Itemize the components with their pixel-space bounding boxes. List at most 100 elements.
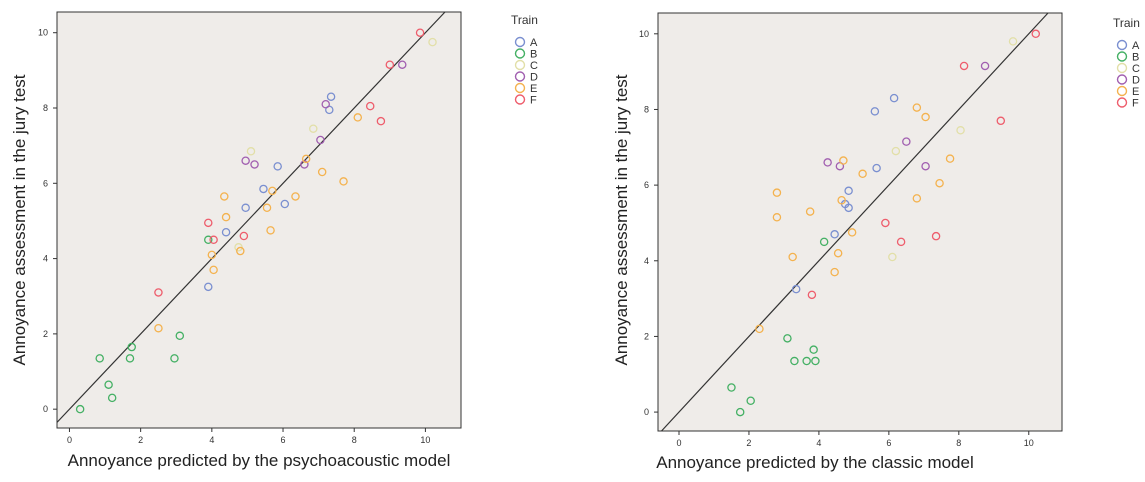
data-point-b: [104, 380, 113, 389]
legend-marker-b: [1116, 51, 1128, 62]
x-tick-label: 2: [138, 435, 143, 445]
data-point-b: [727, 383, 736, 392]
data-point-f: [204, 218, 213, 228]
x-tick-label: 8: [352, 435, 357, 445]
classic-chart: 0 2 4 6 8 10 0 2 4 6 8 10 Annoyance predicted by th…: [612, 12, 1140, 472]
x-axis-title: Annoyance predicted by the psychoacousti…: [68, 451, 451, 470]
data-point-f: [996, 116, 1006, 126]
data-point-e: [317, 167, 327, 177]
legend-label-e: E: [530, 83, 537, 95]
data-point-b: [735, 407, 745, 417]
data-point-e: [833, 248, 843, 258]
data-point-b: [125, 354, 135, 363]
legend-label-c: C: [1132, 63, 1140, 75]
y-tick-label: 8: [43, 103, 48, 113]
data-point-e: [266, 226, 275, 235]
data-point-b: [107, 393, 117, 403]
x-tick-label: 4: [209, 435, 214, 445]
y-tick-label: 4: [43, 254, 48, 264]
data-point-e: [262, 203, 272, 213]
data-point-f: [896, 237, 906, 247]
data-point-b: [75, 404, 85, 414]
data-point-b: [811, 356, 820, 366]
data-point-f: [376, 116, 386, 126]
data-point-e: [207, 250, 217, 260]
data-point-e: [805, 207, 815, 216]
data-point-e: [912, 194, 922, 203]
legend-marker-f: [1116, 97, 1128, 108]
data-point-f: [209, 235, 218, 245]
x-tick-label: 10: [420, 435, 430, 445]
data-point-e: [301, 154, 311, 164]
data-point-e: [209, 265, 218, 275]
data-point-e: [353, 113, 363, 122]
data-point-d: [902, 137, 911, 146]
data-point-c: [888, 252, 897, 262]
data-point-d: [241, 156, 250, 165]
y-tick-label: 10: [639, 29, 649, 39]
data-point-e: [858, 169, 867, 179]
axis-ticks: 0 2 4 6 8 10 0 2 4 6 8 10: [38, 28, 430, 445]
reference-line: [56, 11, 446, 423]
data-point-b: [95, 354, 104, 363]
legend-marker-b: [514, 48, 526, 59]
data-point-b: [790, 356, 799, 366]
legend-label-a: A: [1132, 40, 1140, 52]
y-tick-label: 0: [43, 404, 48, 414]
y-tick-label: 10: [38, 28, 48, 38]
data-point-b: [809, 345, 818, 354]
data-point-a: [870, 107, 880, 116]
data-point-c: [1008, 37, 1018, 46]
data-point-e: [788, 252, 797, 262]
data-point-c: [891, 146, 901, 156]
legend-marker-a: [1116, 39, 1128, 51]
data-point-b: [204, 235, 213, 245]
data-point-c: [956, 126, 965, 135]
data-point-c: [428, 37, 437, 47]
data-point-f: [931, 231, 941, 241]
data-point-e: [772, 213, 782, 222]
data-point-e: [921, 112, 930, 122]
data-point-e: [268, 186, 277, 196]
legend-title: Train: [511, 13, 538, 27]
data-point-d: [980, 61, 990, 71]
data-point-e: [755, 324, 764, 334]
data-point-a: [259, 184, 268, 194]
data-point-f: [807, 290, 817, 300]
data-point-e: [945, 154, 955, 163]
data-point-b: [819, 237, 829, 247]
data-point-d: [250, 160, 259, 169]
data-point-a: [844, 203, 853, 213]
x-tick-label: 6: [886, 438, 891, 448]
plot-area: [657, 12, 1063, 432]
x-tick-label: 10: [1024, 438, 1034, 448]
y-tick-label: 6: [43, 178, 48, 188]
legend-title: Train: [1113, 16, 1140, 30]
data-point-e: [837, 195, 846, 205]
data-point-f: [385, 60, 395, 69]
data-point-e: [220, 192, 229, 201]
x-tick-label: 6: [281, 435, 286, 445]
y-tick-label: 6: [644, 180, 649, 190]
axis-ticks: 0 2 4 6 8 10 0 2 4 6 8 10: [639, 29, 1034, 448]
y-tick-label: 8: [644, 104, 649, 114]
legend-marker-e: [514, 82, 526, 94]
data-point-e: [291, 192, 300, 201]
data-points: [56, 11, 446, 423]
y-tick-label: 2: [644, 331, 649, 341]
data-point-a: [844, 186, 853, 196]
legend-marker-f: [514, 94, 526, 105]
data-point-e: [830, 267, 839, 277]
legend-label-f: F: [530, 95, 537, 107]
data-point-d: [321, 99, 330, 109]
data-point-f: [415, 28, 425, 37]
reference-line: [661, 12, 1049, 432]
data-point-a: [872, 163, 881, 173]
data-point-b: [802, 356, 811, 366]
data-point-b: [746, 396, 755, 405]
legend-label-c: C: [530, 60, 538, 72]
legend-label-b: B: [1132, 52, 1139, 64]
data-point-b: [783, 334, 792, 343]
legend-marker-c: [1116, 62, 1128, 74]
